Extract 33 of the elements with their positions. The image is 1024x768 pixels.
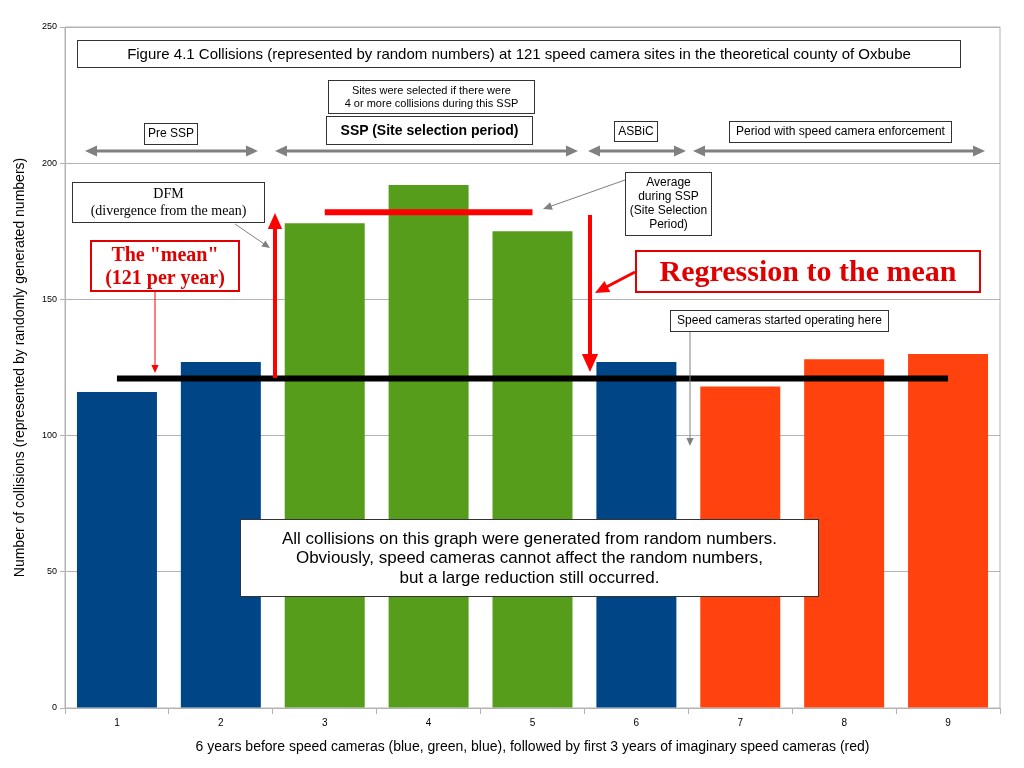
note-box: All collisions on this graph were generated from random numbers. Obviously, speed cameras cannot affect the random numbers, but a large reduction still occurred. [240,519,819,597]
bar [180,362,261,708]
x-tick-label: 8 [841,716,848,728]
y-tick-label: 150 [41,293,57,304]
bar [804,359,885,708]
x-axis-title: 6 years before speed cameras (blue, green, blue), followed by first 3 years of imaginary speed cameras (red) [195,738,870,755]
x-tick-label: 1 [114,716,121,728]
x-tick-label: 6 [633,716,640,728]
text: Figure 4.1 Collisions (represented by random numbers) at 121 speed camera sites in the theoretical county of Oxbube [77,40,961,68]
bar [76,392,157,708]
annotation: Regression to the mean [635,250,981,293]
annotation: Pre SSP [144,123,199,145]
x-tick-label: 3 [321,716,328,728]
y-tick-label: 50 [46,566,57,577]
annotation: Average during SSP (Site Selection Period) [625,172,712,236]
annotation: Period with speed camera enforcement [729,121,952,143]
annotation: Sites were selected if there were 4 or more collisions during this SSP [328,80,535,114]
y-tick-label: 250 [41,21,57,32]
y-tick-label: 200 [41,157,57,168]
annotation: Speed cameras started operating here [670,310,889,332]
annotation: The "mean" (121 per year) [90,240,240,292]
x-tick-label: 4 [425,716,432,728]
x-tick-label: 2 [218,716,225,728]
x-tick-label: 9 [945,716,952,728]
annotation: ASBiC [614,121,658,142]
annotation: DFM (divergence from the mean) [72,182,265,223]
x-tick-label: 5 [529,716,536,728]
y-tick-label: 0 [51,702,57,713]
y-axis-title: Number of collisions (represented by randomly generated numbers) [11,157,28,578]
y-tick-label: 100 [41,430,57,441]
bar [908,353,989,708]
x-tick-label: 7 [737,716,744,728]
annotation: SSP (Site selection period) [326,116,533,145]
